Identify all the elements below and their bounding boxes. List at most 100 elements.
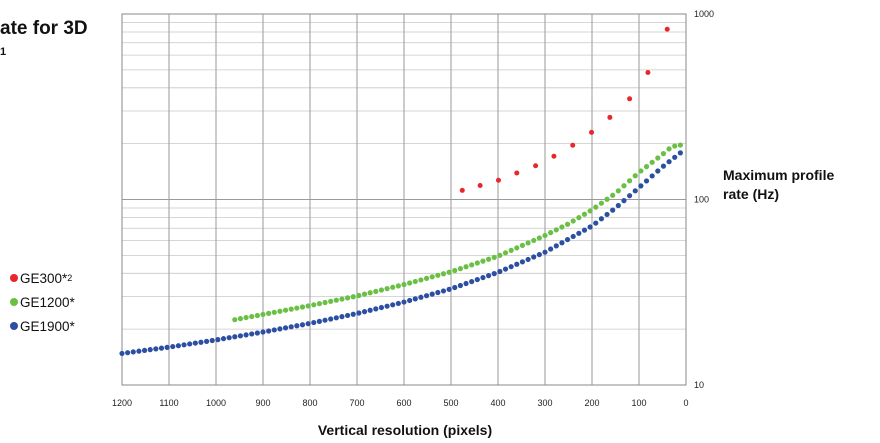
- data-point-ge1900: [463, 280, 469, 287]
- legend-swatch-ge300: [10, 274, 18, 282]
- legend-item-ge1900: GE1900*: [10, 314, 75, 338]
- data-point-ge1200: [395, 283, 401, 289]
- data-point-ge1900: [655, 168, 661, 174]
- data-point-ge1200: [277, 308, 283, 314]
- data-point-ge1200: [474, 260, 480, 266]
- data-point-ge1900: [288, 324, 294, 330]
- x-tick-label: 900: [255, 398, 270, 408]
- data-point-ge1900: [457, 282, 463, 289]
- chart-title: ate for 3D: [0, 18, 88, 39]
- data-point-ge1200: [435, 272, 441, 278]
- data-point-ge1200: [412, 278, 418, 285]
- data-point-ge1200: [401, 281, 407, 288]
- data-point-ge1900: [311, 319, 317, 326]
- plot-frame: [121, 13, 687, 386]
- data-point-ge1200: [440, 271, 447, 277]
- x-tick-label: 1200: [112, 398, 132, 408]
- data-point-ge1900: [119, 350, 125, 357]
- data-point-ge300: [477, 182, 483, 188]
- data-point-ge300: [495, 177, 501, 183]
- data-point-ge1900: [192, 340, 198, 346]
- data-point-ge1900: [502, 266, 509, 272]
- data-point-ge300: [459, 187, 465, 193]
- legend-label-ge1900: GE1900*: [20, 318, 75, 334]
- data-point-ge1900: [570, 233, 576, 240]
- legend-label-ge300: GE300*: [20, 270, 68, 286]
- data-point-ge1900: [593, 220, 599, 226]
- data-point-ge1900: [373, 306, 379, 312]
- data-point-ge1900: [604, 211, 610, 218]
- data-point-ge1900: [564, 236, 571, 243]
- data-point-ge1900: [610, 207, 616, 213]
- x-tick-label: 100: [631, 398, 646, 408]
- data-point-ge1900: [508, 264, 514, 270]
- data-point-ge1900: [147, 347, 153, 353]
- data-point-ge1900: [407, 297, 413, 304]
- data-point-ge1200: [610, 192, 616, 198]
- legend-swatch-ge1900: [10, 322, 18, 330]
- data-point-ge300: [533, 163, 539, 169]
- data-point-ge1900: [672, 154, 678, 160]
- data-point-ge1200: [525, 240, 531, 246]
- data-point-ge1900: [316, 318, 322, 324]
- data-point-ge1200: [282, 307, 289, 313]
- data-point-ge1200: [587, 208, 593, 214]
- data-point-ge1900: [136, 348, 142, 354]
- data-point-ge1900: [435, 289, 441, 296]
- y-tick-label: 1000: [694, 9, 714, 19]
- data-point-ge1200: [643, 164, 650, 170]
- data-point-ge1900: [627, 193, 633, 199]
- data-point-ge1900: [215, 337, 221, 343]
- legend-swatch-ge1200: [10, 298, 18, 306]
- plot-border: [121, 13, 687, 386]
- data-point-ge1900: [395, 300, 401, 307]
- data-point-ge1200: [627, 178, 633, 184]
- data-point-ge1200: [350, 294, 356, 300]
- data-point-ge1900: [226, 335, 232, 341]
- data-point-ge1900: [220, 336, 227, 342]
- data-point-ge1900: [474, 276, 480, 283]
- data-point-ge1200: [632, 173, 638, 179]
- data-point-ge1900: [243, 332, 249, 338]
- data-point-ge1900: [158, 345, 165, 351]
- data-point-ge1200: [486, 256, 492, 262]
- data-point-ge1200: [491, 254, 497, 260]
- data-point-ge1900: [666, 159, 672, 165]
- data-point-ge1200: [564, 221, 571, 227]
- data-point-ge1200: [446, 269, 452, 275]
- data-point-ge1200: [311, 302, 317, 308]
- data-point-ge1900: [615, 202, 621, 209]
- y-tick-label: 100: [694, 195, 709, 205]
- data-point-ge1200: [677, 142, 683, 148]
- data-point-ge1200: [570, 218, 576, 224]
- data-point-ge1200: [232, 317, 238, 323]
- data-point-ge300: [570, 142, 576, 148]
- data-point-ge300: [589, 129, 595, 135]
- data-point-ge1200: [531, 237, 537, 244]
- data-point-ge1200: [305, 303, 311, 309]
- data-point-ge1900: [260, 329, 266, 335]
- data-point-ge1900: [480, 274, 486, 281]
- data-point-ge1900: [440, 288, 447, 294]
- data-point-ge1900: [548, 246, 554, 252]
- data-point-ge1200: [322, 299, 328, 306]
- data-point-ge1200: [553, 227, 559, 233]
- data-point-ge1200: [559, 224, 565, 230]
- data-point-ge1900: [542, 249, 548, 255]
- data-point-ge1200: [243, 314, 249, 321]
- data-point-ge1900: [141, 347, 148, 354]
- data-point-ge1200: [508, 247, 514, 253]
- data-point-ge1900: [531, 254, 537, 260]
- data-point-ge1200: [418, 277, 424, 283]
- data-point-ge300: [514, 170, 520, 176]
- data-point-ge1900: [170, 343, 176, 350]
- data-point-ge1900: [587, 224, 593, 230]
- x-axis-ticks: 1200 1100 1000 900 800 700 600 500 400 300 200 100 0: [112, 398, 689, 408]
- data-point-ge1200: [655, 155, 661, 161]
- data-point-ge1900: [125, 350, 131, 356]
- x-tick-label: 500: [443, 398, 458, 408]
- legend-sup-ge300: 2: [67, 273, 73, 283]
- data-point-ge1200: [390, 284, 396, 290]
- data-point-ge1200: [457, 266, 463, 272]
- x-tick-label: 200: [584, 398, 599, 408]
